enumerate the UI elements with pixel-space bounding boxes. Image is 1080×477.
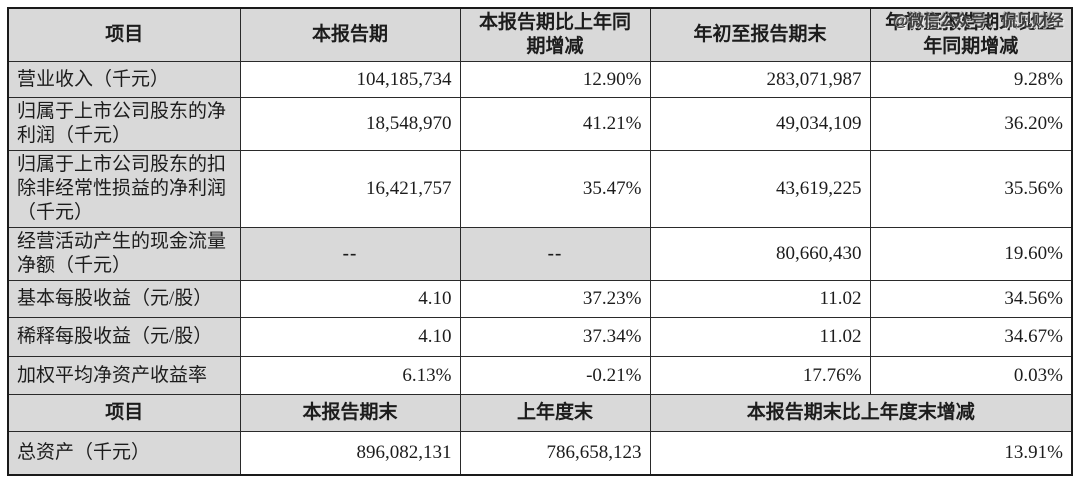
row-label: 加权平均净资产收益率 (7, 356, 241, 395)
table-cell: 4.10 (239, 317, 461, 357)
table-cell: 11.02 (649, 280, 871, 318)
row-label: 归属于上市公司股东的净利润（千元） (7, 97, 241, 151)
table-row-operating-cash-flow: 经营活动产生的现金流量净额（千元） -- -- 80,660,430 19.60… (7, 227, 1073, 281)
table-cell: 35.56% (869, 150, 1073, 228)
table-cell: 13.91% (649, 431, 1073, 475)
table-cell: 37.23% (459, 280, 651, 318)
table-cell-na: -- (459, 227, 651, 281)
table-cell: 283,071,987 (649, 61, 871, 98)
table-cell: 104,185,734 (239, 61, 461, 98)
row-label: 总资产（千元） (7, 431, 241, 475)
table-cell: 43,619,225 (649, 150, 871, 228)
col-header-end-of-period: 本报告期末 (239, 394, 461, 432)
col-header-ytd-yoy: 年初至报告期末比上年同期增减 (869, 7, 1073, 62)
row-label: 基本每股收益（元/股） (7, 280, 241, 318)
table-cell: 11.02 (649, 317, 871, 357)
header-row-1: 项目 本报告期 本报告期比上年同期增减 年初至报告期末 年初至报告期末比上年同期… (7, 7, 1073, 62)
table-cell: 36.20% (869, 97, 1073, 151)
table-cell: 4.10 (239, 280, 461, 318)
table-cell: 6.13% (239, 356, 461, 395)
col-header-item: 项目 (7, 7, 241, 62)
table-cell: -0.21% (459, 356, 651, 395)
table-cell: 16,421,757 (239, 150, 461, 228)
table-cell: 17.76% (649, 356, 871, 395)
col-header-item-2: 项目 (7, 394, 241, 432)
table-row-basic-eps: 基本每股收益（元/股） 4.10 37.23% 11.02 34.56% (7, 280, 1073, 318)
col-header-end-of-prior-year: 上年度末 (459, 394, 651, 432)
col-header-period-vs-prior-year-change: 本报告期末比上年度末增减 (649, 394, 1073, 432)
table-cell: 80,660,430 (649, 227, 871, 281)
table-cell: 0.03% (869, 356, 1073, 395)
wechat-watermark: @微信公众号：侃见财经 (893, 13, 1064, 30)
col-header-current-period: 本报告期 (239, 7, 461, 62)
table-cell: 49,034,109 (649, 97, 871, 151)
table-cell: 896,082,131 (239, 431, 461, 475)
row-label: 归属于上市公司股东的扣除非经常性损益的净利润（千元） (7, 150, 241, 228)
table-cell: 9.28% (869, 61, 1073, 98)
table-cell: 34.67% (869, 317, 1073, 357)
row-label: 稀释每股收益（元/股） (7, 317, 241, 357)
table-cell-na: -- (239, 227, 461, 281)
table-cell: 12.90% (459, 61, 651, 98)
table-cell: 35.47% (459, 150, 651, 228)
col-header-ytd: 年初至报告期末 (649, 7, 871, 62)
table-cell: 34.56% (869, 280, 1073, 318)
table-cell: 786,658,123 (459, 431, 651, 475)
financial-summary-table: 项目 本报告期 本报告期比上年同期增减 年初至报告期末 年初至报告期末比上年同期… (7, 7, 1073, 476)
table-row-net-profit: 归属于上市公司股东的净利润（千元） 18,548,970 41.21% 49,0… (7, 97, 1073, 151)
row-label: 经营活动产生的现金流量净额（千元） (7, 227, 241, 281)
table-cell: 19.60% (869, 227, 1073, 281)
header-row-2: 项目 本报告期末 上年度末 本报告期末比上年度末增减 (7, 394, 1073, 432)
table-cell: 18,548,970 (239, 97, 461, 151)
table-cell: 37.34% (459, 317, 651, 357)
table-row-diluted-eps: 稀释每股收益（元/股） 4.10 37.34% 11.02 34.67% (7, 317, 1073, 357)
table-row-weighted-avg-roe: 加权平均净资产收益率 6.13% -0.21% 17.76% 0.03% (7, 356, 1073, 395)
row-label: 营业收入（千元） (7, 61, 241, 98)
table-row-revenue: 营业收入（千元） 104,185,734 12.90% 283,071,987 … (7, 61, 1073, 98)
table-row-net-profit-excl-nonrecurring: 归属于上市公司股东的扣除非经常性损益的净利润（千元） 16,421,757 35… (7, 150, 1073, 228)
col-header-current-period-yoy: 本报告期比上年同期增减 (459, 7, 651, 62)
table-cell: 41.21% (459, 97, 651, 151)
table-row-total-assets: 总资产（千元） 896,082,131 786,658,123 13.91% (7, 431, 1073, 475)
